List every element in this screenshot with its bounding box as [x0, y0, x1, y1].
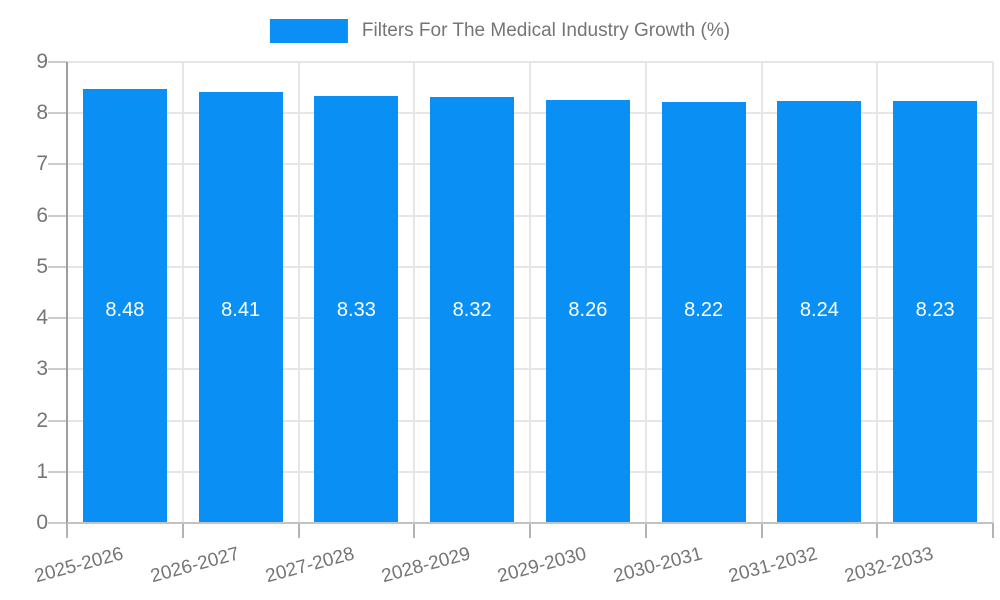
x-gridline: [760, 62, 763, 523]
bar-value-label: 8.33: [336, 299, 376, 321]
bar-value-label: 8.48: [105, 299, 145, 321]
chart-legend[interactable]: Filters For The Medical Industry Growth …: [269, 19, 731, 43]
bar-2031-2032[interactable]: [777, 100, 862, 523]
y-tick: [48, 368, 67, 371]
y-axis-label: 9: [36, 50, 48, 73]
bar-value-label: 8.32: [452, 299, 492, 321]
x-gridline: [413, 62, 416, 523]
x-tick: [181, 523, 184, 538]
x-tick: [66, 523, 68, 538]
plot-area: 8.48 8.41 8.33 8.32 8.26 8.22 8.24 8.23: [48, 61, 994, 538]
x-tick: [644, 523, 647, 538]
y-axis-label: 5: [36, 254, 48, 278]
bar-value-label: 8.23: [915, 299, 955, 321]
x-tick: [876, 523, 879, 538]
legend-swatch: [269, 19, 348, 43]
bar-2030-2031[interactable]: [661, 101, 746, 523]
bar-2032-2033[interactable]: [893, 101, 978, 523]
y-axis-label: 2: [36, 408, 48, 432]
bar-2028-2029[interactable]: [430, 96, 515, 523]
y-tick: [48, 317, 67, 320]
y-tick: [48, 112, 67, 115]
x-gridline: [644, 62, 647, 523]
bar-2027-2028[interactable]: [314, 96, 399, 523]
y-axis-label: 0: [36, 511, 48, 534]
x-axis-line: [67, 522, 993, 524]
legend-label: Filters For The Medical Industry Growth …: [361, 20, 731, 41]
bar-value-label: 8.26: [568, 299, 608, 321]
bar-value-label: 8.22: [684, 299, 724, 321]
x-tick: [529, 523, 531, 538]
y-axis-line: [66, 62, 68, 524]
y-axis-label: 8: [36, 101, 48, 125]
x-gridline: [876, 62, 879, 523]
x-gridline: [181, 62, 184, 523]
x-tick: [413, 523, 416, 538]
y-tick: [48, 265, 67, 268]
y-tick: [48, 163, 67, 166]
bar-value-label: 8.41: [221, 299, 261, 321]
y-tick: [48, 214, 67, 217]
y-axis-label: 4: [36, 306, 48, 330]
y-axis-label: 7: [36, 152, 48, 176]
y-axis-label: 3: [36, 357, 48, 381]
y-tick: [48, 470, 67, 473]
bar-2025-2026[interactable]: [82, 88, 167, 523]
y-axis-label: 6: [36, 203, 48, 227]
y-tick: [48, 419, 67, 422]
x-tick: [297, 523, 300, 538]
x-gridline: [529, 62, 531, 523]
bar-2026-2027[interactable]: [198, 92, 283, 523]
bar-value-label: 8.24: [799, 299, 839, 321]
x-tick: [992, 523, 994, 538]
y-tick: [48, 61, 67, 63]
bar-2029-2030[interactable]: [545, 99, 630, 523]
x-tick: [760, 523, 763, 538]
y-tick: [48, 522, 67, 524]
x-gridline: [297, 62, 300, 523]
x-gridline: [992, 62, 994, 523]
y-axis-label: 1: [36, 459, 48, 483]
